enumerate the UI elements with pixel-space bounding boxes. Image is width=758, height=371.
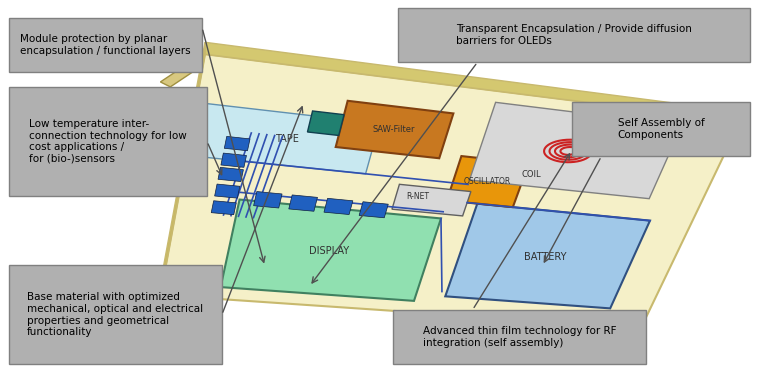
FancyBboxPatch shape xyxy=(572,102,750,156)
FancyBboxPatch shape xyxy=(9,17,202,72)
Polygon shape xyxy=(161,54,740,328)
Polygon shape xyxy=(445,204,650,308)
Polygon shape xyxy=(221,153,246,167)
Text: R-NET: R-NET xyxy=(406,192,429,201)
FancyBboxPatch shape xyxy=(398,8,750,62)
Polygon shape xyxy=(359,202,388,218)
Text: Module protection by planar
encapsulation / functional layers: Module protection by planar encapsulatio… xyxy=(20,34,191,56)
Text: SAW-Filter: SAW-Filter xyxy=(373,125,415,134)
Text: COIL: COIL xyxy=(522,170,541,179)
Polygon shape xyxy=(211,201,236,215)
Text: Advanced thin film technology for RF
integration (self assembly): Advanced thin film technology for RF int… xyxy=(423,326,616,348)
FancyBboxPatch shape xyxy=(9,87,207,196)
Polygon shape xyxy=(221,200,441,301)
Polygon shape xyxy=(161,52,215,87)
FancyBboxPatch shape xyxy=(393,310,646,364)
Polygon shape xyxy=(308,111,344,135)
Text: OSCILLATOR: OSCILLATOR xyxy=(464,177,511,186)
Polygon shape xyxy=(446,156,529,207)
Text: Self Assembly of
Components: Self Assembly of Components xyxy=(618,118,704,140)
Polygon shape xyxy=(336,101,453,158)
Polygon shape xyxy=(469,102,682,199)
Text: DISPLAY: DISPLAY xyxy=(309,246,349,256)
Polygon shape xyxy=(289,195,318,211)
Polygon shape xyxy=(196,104,380,174)
Polygon shape xyxy=(218,167,243,181)
Polygon shape xyxy=(324,198,353,214)
Polygon shape xyxy=(205,42,740,122)
Polygon shape xyxy=(254,191,282,208)
Text: BATTERY: BATTERY xyxy=(525,252,567,262)
Polygon shape xyxy=(161,42,205,295)
Text: Base material with optimized
mechanical, optical and electrical
properties and g: Base material with optimized mechanical,… xyxy=(27,292,203,337)
Text: Transparent Encapsulation / Provide diffusion
barriers for OLEDs: Transparent Encapsulation / Provide diff… xyxy=(456,24,692,46)
Polygon shape xyxy=(224,137,250,151)
Text: Low temperature inter-
connection technology for low
cost applications /
for (bi: Low temperature inter- connection techno… xyxy=(29,119,186,164)
Polygon shape xyxy=(392,184,471,216)
FancyBboxPatch shape xyxy=(9,265,222,364)
Polygon shape xyxy=(215,184,240,198)
Text: TAPE: TAPE xyxy=(275,134,299,144)
